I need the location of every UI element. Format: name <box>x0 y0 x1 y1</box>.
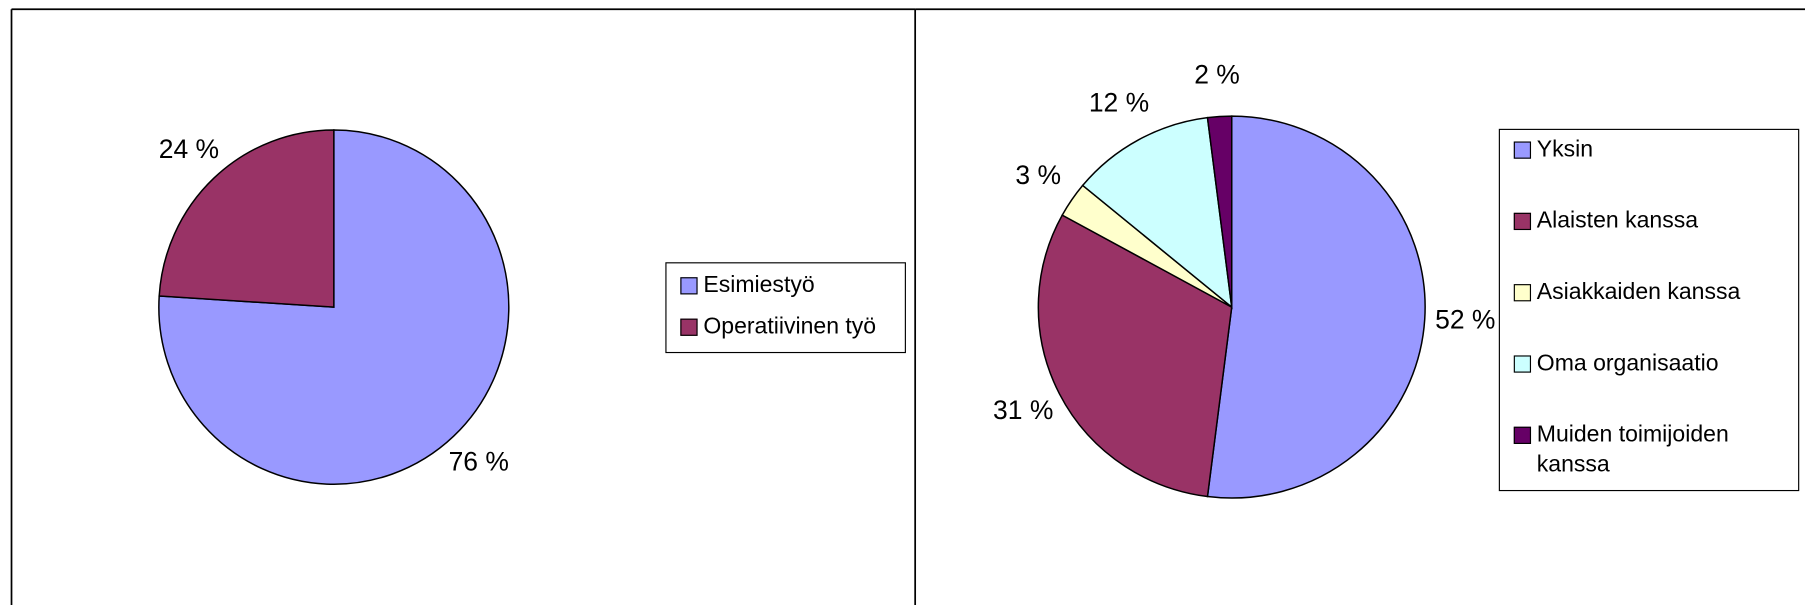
legend-item: Operatiivinen työ <box>680 312 876 342</box>
legend-label: Alaisten kanssa <box>1536 208 1699 234</box>
legend-label: Asiakkaiden kanssa <box>1536 279 1741 305</box>
legend-item: Esimiestyö <box>680 270 815 300</box>
legend-label: Operatiivinen työ <box>703 314 877 340</box>
legend-swatch <box>1513 141 1532 159</box>
legend-swatch <box>1513 426 1532 444</box>
legend-swatch <box>680 277 698 295</box>
legend-label: Yksin <box>1536 136 1594 163</box>
legend-label: Oma organisaatio <box>1536 350 1719 377</box>
legend-label: Muiden toimijoiden kanssa <box>1536 422 1729 478</box>
legend: Yksin Alaisten kanssa Asiakkaiden kanssa Om… <box>1498 128 1800 492</box>
legend-item: Asiakkaiden kanssa <box>1513 277 1785 307</box>
data-label: 3 % <box>1015 160 1061 190</box>
legend-swatch <box>1513 355 1532 373</box>
data-label: 76 % <box>449 446 509 476</box>
data-label: 31 % <box>993 395 1053 425</box>
legend-swatch <box>680 318 698 336</box>
data-label: 12 % <box>1089 88 1149 118</box>
pie-slice <box>1206 115 1233 308</box>
pie-slice <box>158 129 510 485</box>
data-label: 2 % <box>1194 60 1240 90</box>
pie-slice <box>1037 214 1233 498</box>
data-label: 52 % <box>1435 305 1495 335</box>
pie-slice <box>158 129 335 308</box>
legend-item: Muiden toimijoiden kanssa <box>1513 420 1785 480</box>
legend-swatch <box>1513 212 1532 231</box>
pie-slice <box>1081 116 1233 309</box>
legend-item: Oma organisaatio <box>1513 349 1785 379</box>
data-label: 24 % <box>159 134 219 164</box>
legend-item: Alaisten kanssa <box>1513 206 1785 236</box>
legend: Esimiestyö Operatiivinen työ <box>665 262 906 354</box>
legend-label: Esimiestyö <box>703 272 815 298</box>
legend-item: Yksin <box>1513 135 1785 165</box>
legend-swatch <box>1513 284 1532 302</box>
pie-slice <box>1206 115 1426 499</box>
